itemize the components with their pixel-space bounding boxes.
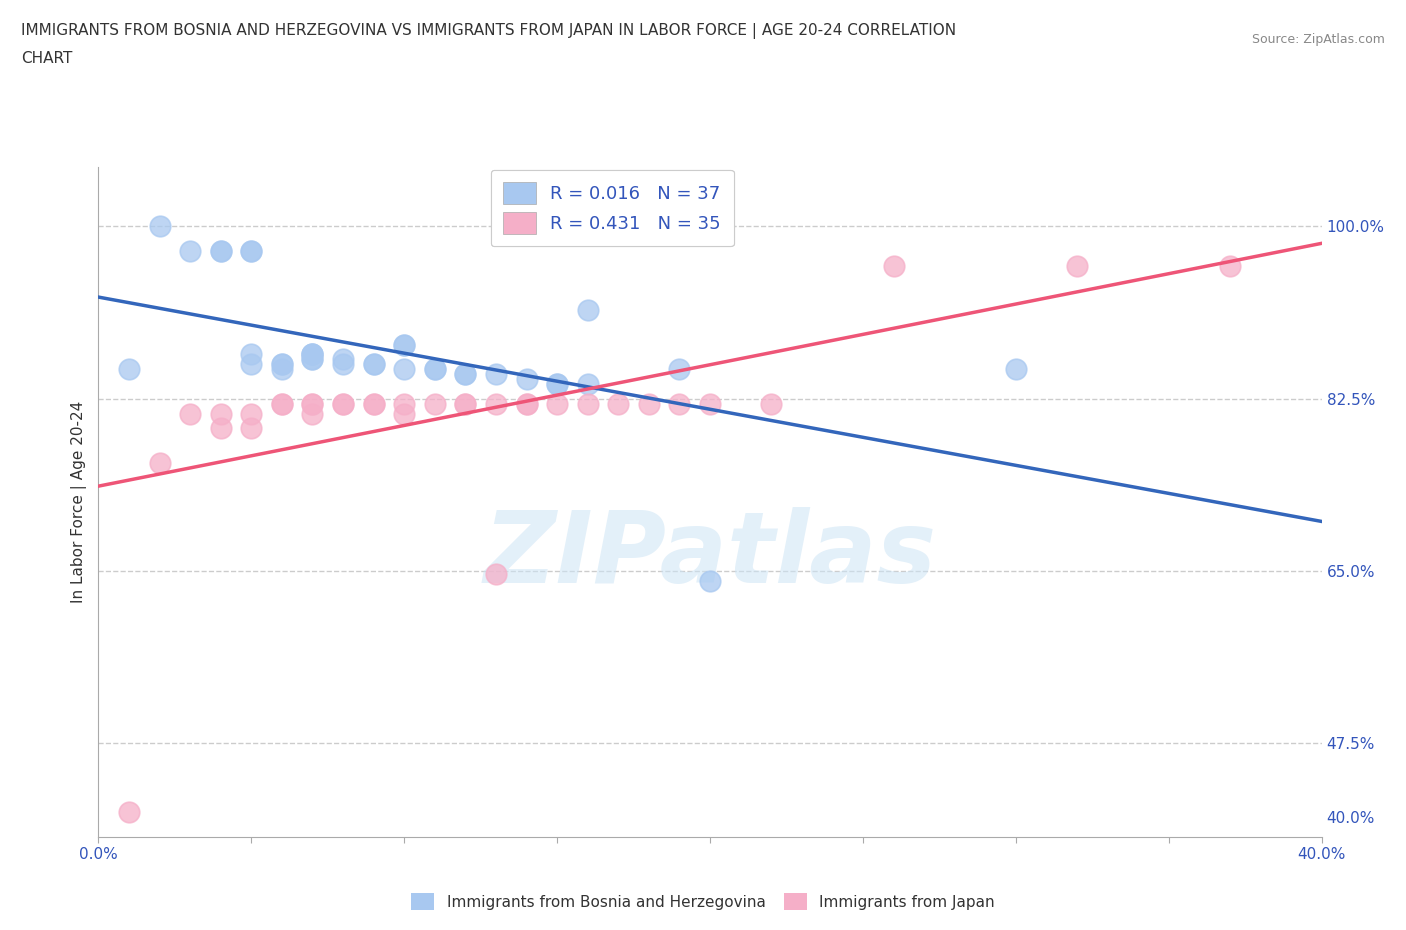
Point [423,396,446,411]
Point [516,396,538,411]
Legend: R = 0.016   N = 37, R = 0.431   N = 35: R = 0.016 N = 37, R = 0.431 N = 35 [491,170,734,246]
Point [699,574,721,589]
Point [363,396,385,411]
Point [1066,259,1088,273]
Legend: Immigrants from Bosnia and Herzegovina, Immigrants from Japan: Immigrants from Bosnia and Herzegovina, … [404,885,1002,918]
Point [332,396,354,411]
Point [301,347,323,362]
Point [209,244,232,259]
Point [423,362,446,377]
Point [392,338,416,352]
Point [179,244,201,259]
Point [209,421,232,436]
Point [668,362,690,377]
Point [240,347,263,362]
Point [485,396,508,411]
Text: Source: ZipAtlas.com: Source: ZipAtlas.com [1251,33,1385,46]
Point [454,396,477,411]
Point [270,396,292,411]
Point [179,406,201,421]
Point [363,396,385,411]
Point [363,357,385,372]
Point [240,244,263,259]
Point [546,377,568,392]
Point [576,377,599,392]
Point [240,244,263,259]
Point [1219,259,1241,273]
Point [301,352,323,366]
Point [209,244,232,259]
Point [332,352,354,366]
Point [149,456,172,471]
Point [516,372,538,387]
Point [607,396,630,411]
Text: CHART: CHART [21,51,73,66]
Text: ZIPatlas: ZIPatlas [484,507,936,604]
Point [668,396,690,411]
Point [392,406,416,421]
Point [454,396,477,411]
Point [485,566,508,581]
Point [516,396,538,411]
Point [209,406,232,421]
Point [301,352,323,366]
Point [576,396,599,411]
Point [392,338,416,352]
Point [270,362,292,377]
Point [392,396,416,411]
Point [118,805,141,820]
Point [301,396,323,411]
Point [485,366,508,381]
Point [301,347,323,362]
Point [301,396,323,411]
Point [270,396,292,411]
Point [240,421,263,436]
Point [759,396,782,411]
Point [454,366,477,381]
Point [576,303,599,318]
Point [699,396,721,411]
Point [392,362,416,377]
Point [301,406,323,421]
Point [332,357,354,372]
Point [546,377,568,392]
Point [363,357,385,372]
Point [270,357,292,372]
Point [240,406,263,421]
Point [270,357,292,372]
Point [240,357,263,372]
Text: IMMIGRANTS FROM BOSNIA AND HERZEGOVINA VS IMMIGRANTS FROM JAPAN IN LABOR FORCE |: IMMIGRANTS FROM BOSNIA AND HERZEGOVINA V… [21,23,956,39]
Point [149,219,172,234]
Point [423,362,446,377]
Point [118,362,141,377]
Point [301,347,323,362]
Point [1004,362,1026,377]
Point [332,396,354,411]
Point [454,366,477,381]
Point [637,396,661,411]
Y-axis label: In Labor Force | Age 20-24: In Labor Force | Age 20-24 [72,401,87,604]
Point [546,396,568,411]
Point [883,259,905,273]
